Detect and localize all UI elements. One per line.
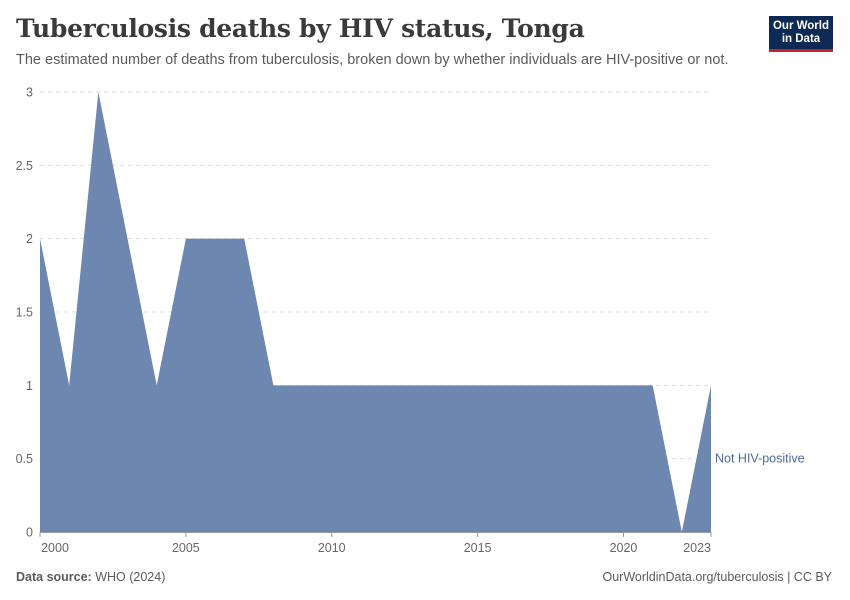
chart-title: Tuberculosis deaths by HIV status, Tonga: [16, 14, 585, 43]
x-tick-label: 2010: [318, 541, 346, 555]
y-tick-label: 3: [26, 86, 33, 100]
y-tick-label: 1: [26, 379, 33, 393]
series-label-not-hiv-positive[interactable]: Not HIV-positive: [715, 452, 805, 466]
y-tick-label: 2: [26, 232, 33, 246]
y-tick-label: 0: [26, 526, 33, 540]
x-tick-label: 2000: [41, 541, 69, 555]
area-series: [40, 92, 711, 532]
data-source: Data source: WHO (2024): [16, 570, 165, 584]
footer-link[interactable]: OurWorldinData.org/tuberculosis | CC BY: [602, 570, 833, 584]
data-source-value: WHO (2024): [95, 570, 166, 584]
x-tick-label: 2020: [610, 541, 638, 555]
series-labels: Not HIV-positive: [715, 452, 805, 466]
y-axis-ticks: 0 0.5 1 1.5 2 2.5 3: [16, 86, 33, 540]
y-tick-label: 0.5: [16, 452, 33, 466]
area-not-hiv-positive[interactable]: [40, 92, 711, 532]
x-tick-label: 2015: [464, 541, 492, 555]
x-axis: 2000 2005 2010 2015 2020 2023: [39, 532, 712, 555]
y-tick-label: 2.5: [16, 159, 33, 173]
x-tick-label: 2023: [683, 541, 711, 555]
chart-subtitle: The estimated number of deaths from tube…: [16, 52, 729, 68]
y-tick-label: 1.5: [16, 306, 33, 320]
data-source-label: Data source:: [16, 570, 92, 584]
logo-line-1: Our World: [772, 20, 829, 32]
x-tick-label: 2005: [172, 541, 200, 555]
logo-line-2: in Data: [781, 33, 821, 45]
owid-logo[interactable]: Our World in Data: [769, 16, 833, 52]
